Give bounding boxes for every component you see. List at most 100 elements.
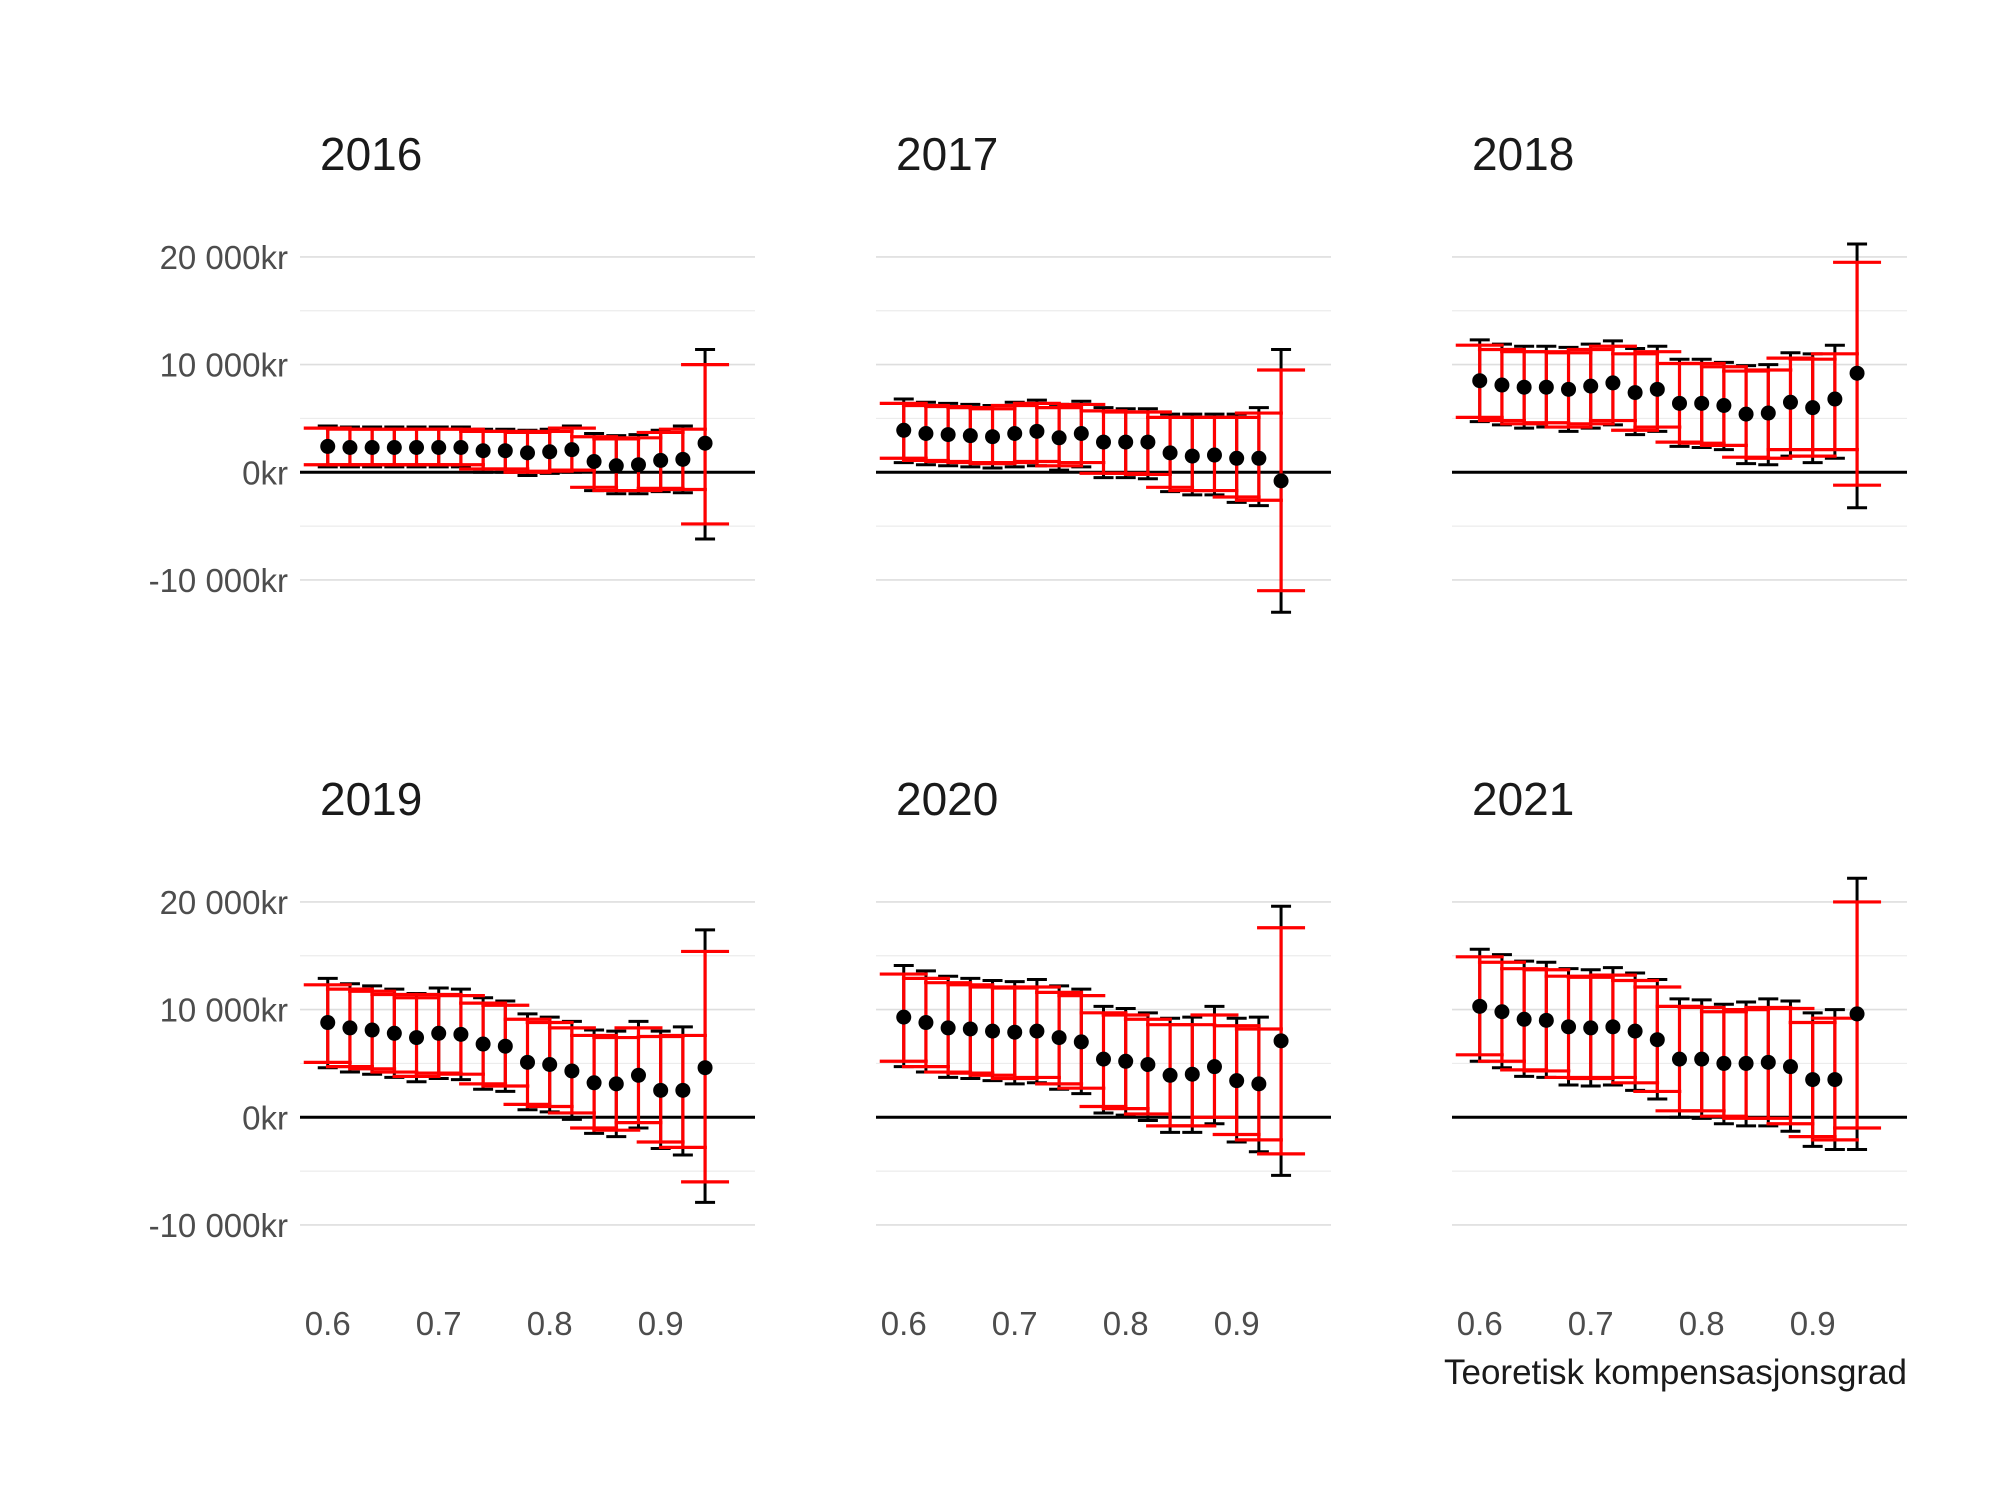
data-point [985,429,1000,444]
data-point [387,440,402,455]
data-point [1185,1067,1200,1082]
data-point [1274,473,1289,488]
y-tick-label: 10 000kr [160,347,288,384]
data-point [675,452,690,467]
data-point [453,1027,468,1042]
data-point [941,1020,956,1035]
data-point [1605,375,1620,390]
panel-2018: 2018 [1452,128,1907,580]
data-point [1140,1057,1155,1072]
data-point [1207,448,1222,463]
data-point [1561,1019,1576,1034]
data-point [587,1075,602,1090]
panel-title: 2016 [320,128,422,180]
data-point [365,440,380,455]
data-point [631,1068,646,1083]
data-point [409,440,424,455]
data-point [1805,1072,1820,1087]
y-tick-label: 0kr [242,454,288,491]
data-point [1605,1019,1620,1034]
data-point [520,1055,535,1070]
data-point [1783,1059,1798,1074]
data-point [1539,1013,1554,1028]
panel-title: 2021 [1472,773,1574,825]
data-point [963,1021,978,1036]
data-point [320,1015,335,1030]
data-point [365,1023,380,1038]
y-tick-label: -10 000kr [149,1207,288,1244]
data-point [1739,407,1754,422]
x-tick-label: 0.7 [416,1305,462,1342]
data-point [675,1083,690,1098]
data-point [1716,398,1731,413]
data-point [1650,1032,1665,1047]
data-point [918,426,933,441]
x-tick-label: 0.9 [1214,1305,1260,1342]
data-point [587,454,602,469]
data-point [542,444,557,459]
data-point [1163,1068,1178,1083]
data-point [1207,1059,1222,1074]
data-point [1850,1006,1865,1021]
data-point [1650,382,1665,397]
data-point [431,440,446,455]
data-point [564,442,579,457]
x-tick-label: 0.9 [1790,1305,1836,1342]
data-point [631,457,646,472]
data-point [1539,380,1554,395]
data-point [431,1026,446,1041]
data-point [609,458,624,473]
x-tick-label: 0.7 [1568,1305,1614,1342]
x-axis-title: Teoretisk kompensasjonsgrad [1444,1353,1907,1392]
data-point [1716,1056,1731,1071]
data-point [941,427,956,442]
panel-2019: 2019 20 000kr 10 000kr 0kr -10 000kr 0.6 0.7 0.… [149,773,755,1342]
panel-title: 2017 [896,128,998,180]
data-point [342,440,357,455]
x-tick-label: 0.8 [1103,1305,1149,1342]
data-point [1850,366,1865,381]
data-point [453,440,468,455]
data-point [1739,1056,1754,1071]
data-point [1185,449,1200,464]
y-tick-label: 0kr [242,1099,288,1136]
data-point [1274,1033,1289,1048]
data-point [963,428,978,443]
data-point [320,439,335,454]
data-point [1517,380,1532,395]
data-point [1229,451,1244,466]
data-point [1494,378,1509,393]
data-point [1118,435,1133,450]
y-tick-label: 20 000kr [160,239,288,276]
data-point [1251,1076,1266,1091]
data-point [1672,396,1687,411]
panel-title: 2018 [1472,128,1574,180]
data-point [1628,385,1643,400]
data-point [653,453,668,468]
data-point [1628,1024,1643,1039]
data-point [1583,379,1598,394]
data-point [1583,1020,1598,1035]
data-point [409,1030,424,1045]
panel-2020: 2020 0.6 0.7 0.8 0.9 [876,773,1331,1342]
data-point [1140,435,1155,450]
data-point [896,1010,911,1025]
data-point [609,1076,624,1091]
x-tick-label: 0.8 [1679,1305,1725,1342]
data-point [1052,430,1067,445]
data-point [1074,1034,1089,1049]
y-tick-label: 20 000kr [160,884,288,921]
data-point [564,1063,579,1078]
x-tick-label: 0.7 [992,1305,1038,1342]
data-point [498,1039,513,1054]
data-point [1007,426,1022,441]
data-point [476,443,491,458]
x-tick-label: 0.8 [527,1305,573,1342]
data-point [1761,1055,1776,1070]
data-point [918,1015,933,1030]
data-point [1472,373,1487,388]
data-point [1472,999,1487,1014]
data-point [387,1026,402,1041]
panel-title: 2020 [896,773,998,825]
